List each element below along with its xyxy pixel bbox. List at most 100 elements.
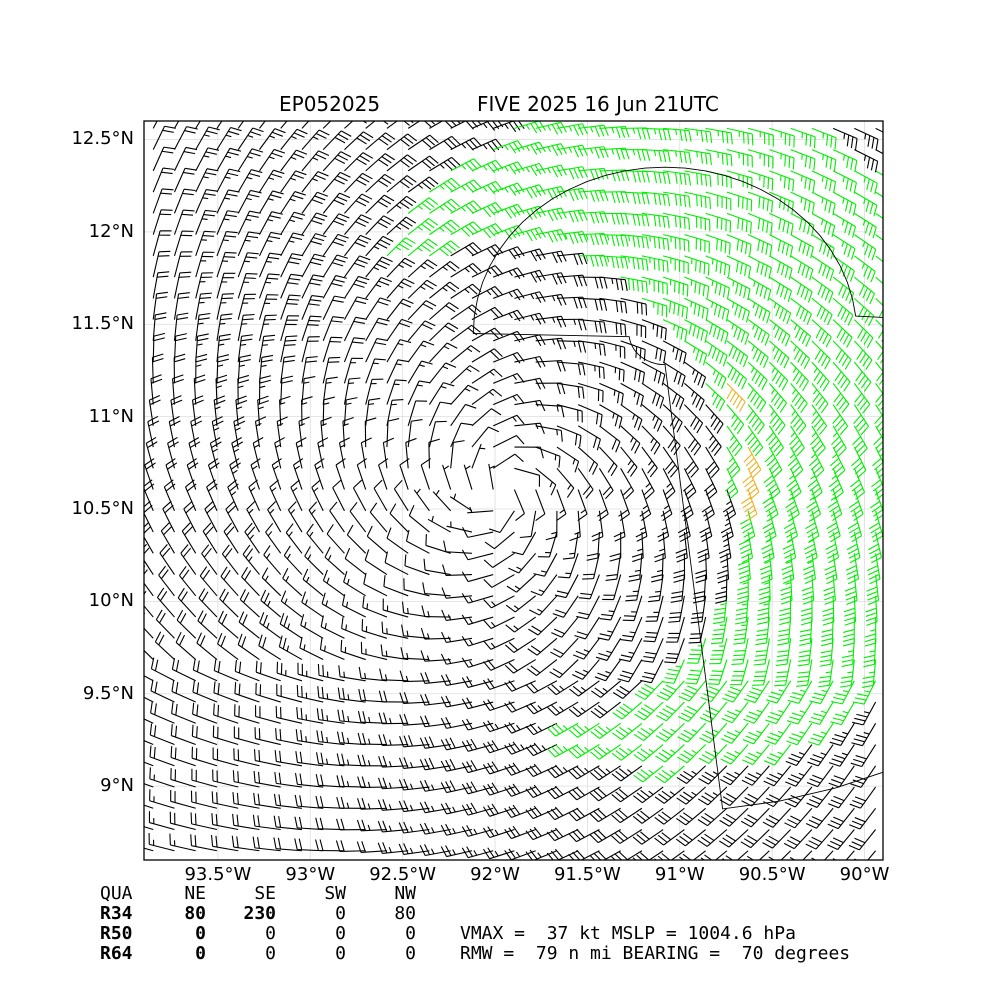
wind-barb: [386, 379, 407, 405]
wind-barb: [832, 170, 857, 194]
wind-barb: [675, 829, 706, 847]
wind-barb: [428, 401, 452, 427]
wind-barb: [505, 616, 536, 633]
wind-barb: [378, 755, 409, 768]
wind-barb: [852, 425, 868, 457]
wind-barb: [365, 194, 395, 214]
wind-barb: [173, 292, 190, 320]
wind-barb: [578, 382, 604, 403]
wind-barb: [322, 295, 346, 320]
wind-barb: [450, 304, 482, 321]
wind-barb: [344, 547, 367, 575]
wind-barb: [759, 553, 773, 584]
wind-barb: [620, 468, 635, 500]
wind-barb: [294, 772, 324, 788]
wind-barb: [811, 361, 830, 392]
wind-barb: [273, 793, 303, 809]
wind-barb: [832, 127, 858, 150]
wind-barb: [337, 687, 366, 703]
wind-barb: [269, 479, 282, 512]
wind-barb: [556, 187, 588, 201]
wind-barb: [336, 753, 366, 767]
wind-barb: [599, 319, 627, 336]
wind-barb: [597, 489, 609, 522]
wind-barb: [471, 388, 503, 406]
wind-barb: [599, 425, 621, 453]
wind-barb: [504, 722, 536, 734]
wind-barb: [322, 376, 338, 405]
wind-barb: [195, 292, 212, 320]
wind-barb: [726, 127, 754, 146]
wind-barb: [429, 302, 459, 321]
wind-barb: [599, 382, 624, 406]
wind-barb: [377, 820, 409, 833]
wind-barb: [744, 425, 764, 457]
wind-barb: [315, 839, 345, 852]
wind-barb: [191, 395, 204, 426]
wind-barb: [853, 340, 873, 370]
wind-barb: [450, 262, 482, 278]
wind-barb: [471, 368, 503, 384]
wind-barb: [504, 659, 536, 674]
wind-barb: [343, 337, 366, 363]
wind-barb: [628, 553, 643, 582]
wind-barb: [280, 232, 305, 257]
wind-barb: [420, 627, 451, 640]
wind-barb: [737, 553, 751, 584]
wind-barb: [253, 749, 281, 767]
wind-barb: [461, 657, 494, 668]
wind-barb: [875, 234, 883, 241]
x-tick-label: 92.5°W: [369, 864, 437, 885]
wind-barb: [304, 546, 324, 575]
wind-barb: [413, 488, 430, 512]
wind-barb: [662, 404, 683, 433]
wind-barb: [148, 395, 161, 426]
wind-barb: [789, 850, 813, 860]
wind-barb: [258, 314, 277, 341]
wind-barb: [676, 744, 707, 764]
wind-barb: [618, 489, 630, 522]
wind-barb: [790, 404, 807, 435]
wind-barb: [386, 418, 400, 448]
r34-nw: 80: [394, 903, 416, 924]
wind-barb: [663, 255, 689, 275]
wind-barb: [698, 765, 728, 785]
wind-barb: [705, 170, 732, 189]
wind-barb: [700, 680, 728, 703]
wind-barb: [450, 345, 481, 363]
wind-barb: [386, 257, 416, 278]
wind-barb: [408, 504, 430, 533]
wind-barb: [173, 230, 194, 257]
wind-barb: [192, 702, 218, 724]
wind-barb: [301, 129, 330, 150]
wind-barb: [180, 544, 197, 575]
wind-barb: [504, 701, 536, 713]
wind-barb: [556, 252, 588, 266]
wind-barb: [599, 404, 623, 429]
wind-barb: [399, 692, 430, 704]
wind-barb: [254, 416, 267, 448]
wind-barb: [811, 191, 836, 216]
wind-barb: [429, 198, 461, 214]
wind-barb: [471, 348, 503, 363]
wind-barb: [654, 765, 685, 784]
wind-barb: [774, 659, 792, 687]
wind-barb: [810, 425, 826, 457]
wind-barb: [301, 591, 324, 618]
wind-barb: [705, 191, 732, 211]
wind-barb: [258, 334, 276, 363]
wind-barb: [811, 297, 833, 326]
wind-barb: [854, 149, 879, 173]
wind-barb: [419, 715, 451, 728]
wind-barb: [715, 574, 728, 604]
table-header-ne: NE: [184, 883, 206, 904]
wind-barb: [504, 680, 536, 692]
wind-barb: [595, 638, 622, 661]
wind-barb: [492, 435, 525, 448]
wind-barb: [799, 617, 813, 646]
wind-barb: [276, 683, 303, 703]
wind-barb: [263, 545, 282, 575]
wind-barb: [684, 361, 707, 389]
wind-barb: [654, 532, 666, 563]
wind-barb: [419, 801, 451, 814]
